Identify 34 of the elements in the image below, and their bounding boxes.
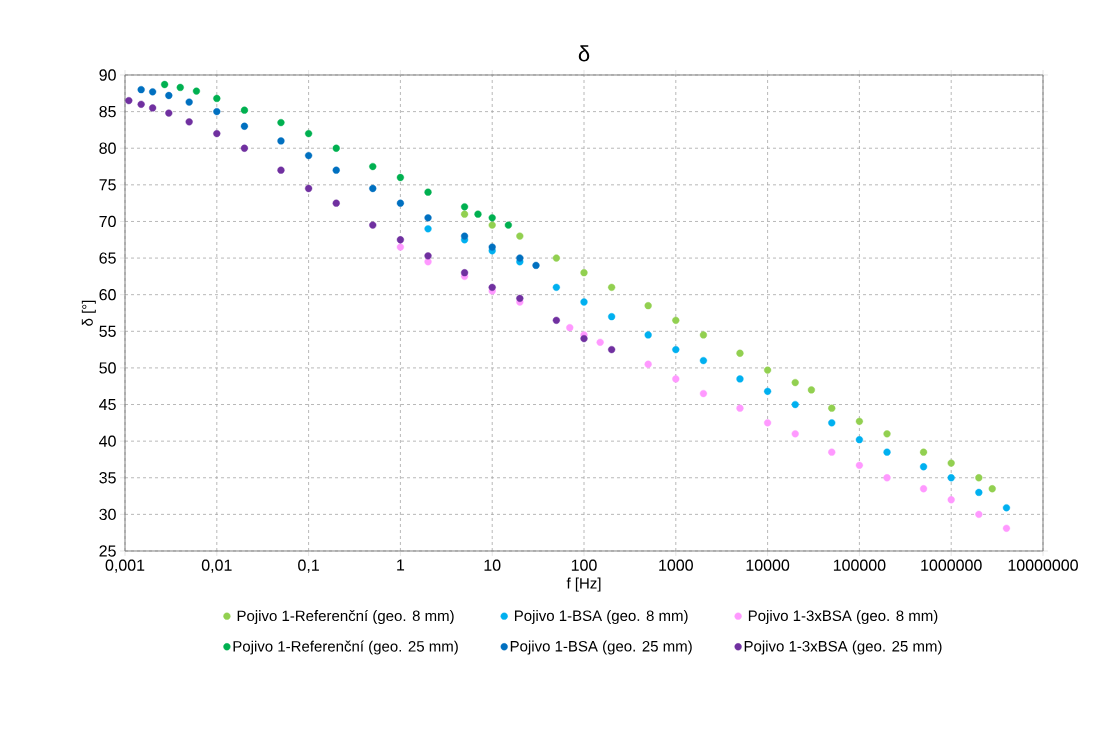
x-tick-label: 0,001 [105,559,145,573]
x-tick-label: 10000 [746,559,790,571]
x-tick-label: 0,1 [298,559,319,573]
y-tick-label: 25 [99,545,116,557]
y-tick-label: 90 [99,69,116,81]
y-tick-label: 75 [99,179,116,191]
y-tick-label: 85 [99,105,116,118]
y-tick-label: 30 [99,508,116,521]
y-tick-label: 70 [99,215,116,228]
legend-label: Pojivo 1-BSA (geo. 25 mm) [510,640,692,655]
x-tick-label: 0,01 [201,559,232,573]
y-tick-label: 55 [99,325,116,337]
x-tick-label: 100 [571,559,597,571]
chart-title: δ [578,45,590,62]
y-tick-label: 50 [99,362,116,374]
legend-label: Pojivo 1-Referenční (geo. 8 mm) [237,609,454,625]
x-tick-label: 10000000 [1008,559,1078,571]
legend-label: Pojivo 1-3xBSA (geo. 8 mm) [748,610,938,624]
x-tick-label: 1000000 [921,559,982,571]
y-tick-label: 40 [99,435,116,447]
legend-label: Pojivo 1-3xBSA (geo. 25 mm) [744,640,942,655]
y-tick-label: 45 [99,398,116,411]
legend-label: Pojivo 1-BSA (geo. 8 mm) [514,610,688,624]
y-axis-title: δ [°] [81,300,96,326]
legend-label: Pojivo 1-Referenční (geo. 25 mm) [233,640,458,655]
x-axis-title: f [Hz] [566,577,601,592]
y-tick-label: 35 [99,472,116,484]
x-tick-label: 10 [484,559,501,571]
x-tick-label: 100000 [833,559,886,571]
y-tick-label: 60 [99,289,116,301]
x-tick-label: 1000 [659,559,693,571]
x-tick-label: 1 [397,559,405,571]
y-tick-label: 80 [99,142,116,154]
y-tick-label: 65 [99,252,116,264]
